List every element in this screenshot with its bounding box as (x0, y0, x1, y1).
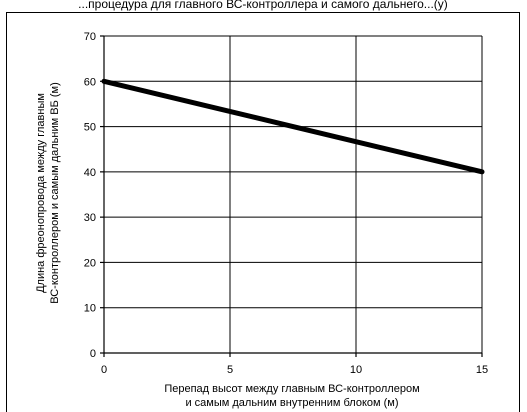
y-tick-label-10: 10 (84, 303, 96, 315)
y-tick-label-60: 60 (84, 76, 96, 88)
x-tick-label-5: 5 (227, 364, 233, 376)
y-tick-label-50: 50 (84, 122, 96, 134)
axes (100, 35, 483, 357)
series-line-0 (101, 78, 485, 175)
y-tick-label-70: 70 (84, 31, 96, 43)
y-axis-title-line-1: Длина фреонопровода между главным (35, 93, 47, 293)
x-tick-label-10: 10 (350, 364, 362, 376)
tick-labels: 0 10 20 30 40 50 60 70 0 5 10 15 (84, 31, 488, 376)
y-tick-label-0: 0 (90, 348, 96, 360)
x-axis-title-line-2: и самым дальним внутренним блоком (м) (185, 397, 398, 409)
y-tick-label-20: 20 (84, 257, 96, 269)
top-caption: ...процедура для главного ВС-контроллера… (78, 0, 448, 11)
chart-frame (6, 12, 520, 412)
y-tick-label-30: 30 (84, 212, 96, 224)
y-tick-label-40: 40 (84, 167, 96, 179)
y-axis-title-line-2: ВС-контроллером и самым дальним ВБ (м) (49, 82, 61, 303)
series-lines (101, 78, 485, 175)
x-tick-label-15: 15 (476, 364, 488, 376)
x-axis-title-line-1: Перепад высот между главным ВС-контролле… (164, 383, 419, 395)
grid (103, 35, 483, 354)
x-tick-label-0: 0 (101, 364, 107, 376)
